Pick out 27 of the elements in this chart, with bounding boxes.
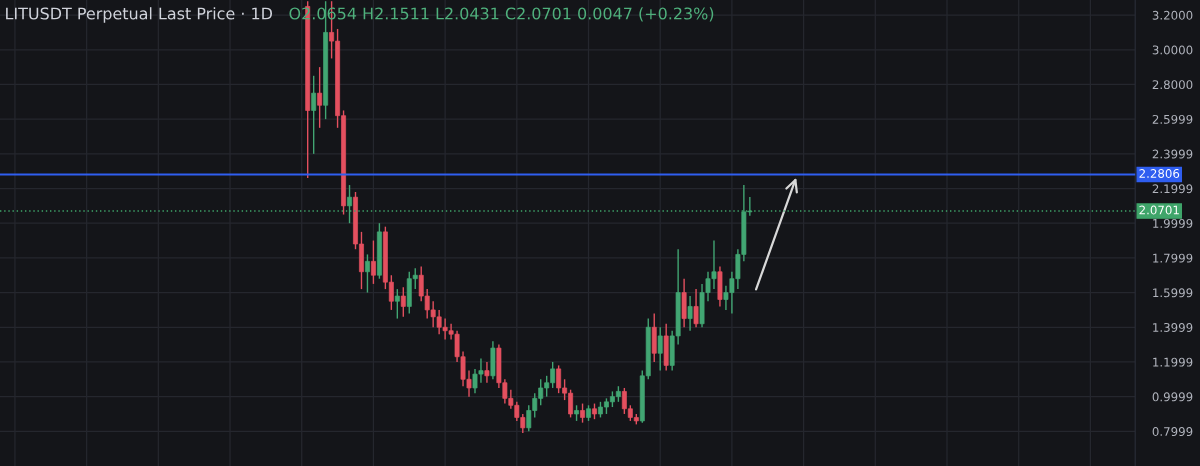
y-tick-label: 2.5999 <box>1152 114 1193 124</box>
ref-line-label: 2.0701 <box>1139 205 1179 215</box>
y-tick-label: 1.9999 <box>1153 218 1193 228</box>
y-tick-label: 3.0000 <box>1152 45 1193 55</box>
y-tick-label: 1.7999 <box>1153 253 1193 263</box>
y-tick-label: 0.9999 <box>1152 392 1193 402</box>
ref-line-label: 2.2806 <box>1139 169 1180 178</box>
candlestick <box>657 326 663 372</box>
y-tick-label: 1.5999 <box>1153 288 1193 298</box>
candlestick <box>400 286 406 318</box>
y-tick-label: 2.8000 <box>1152 80 1193 90</box>
candlestick <box>580 402 585 424</box>
candlestick <box>484 361 490 384</box>
y-tick-label: 0.7999 <box>1152 427 1193 436</box>
candlestick <box>394 288 400 320</box>
y-tick-label: 1.3999 <box>1153 323 1193 332</box>
candlestick <box>693 288 699 328</box>
y-tick-label: 3.2000 <box>1152 10 1193 20</box>
candlestick <box>687 295 693 332</box>
y-tick-label: 2.3999 <box>1152 149 1193 159</box>
candlestick <box>311 75 317 155</box>
y-tick-label: 2.1999 <box>1152 184 1193 194</box>
y-tick-label: 1.1999 <box>1153 357 1193 367</box>
candlestick <box>317 66 323 129</box>
chart-title: LITUSDT Perpetual Last Price · 1D <box>6 7 273 23</box>
candlestick <box>365 253 370 294</box>
candlestick <box>370 239 376 285</box>
